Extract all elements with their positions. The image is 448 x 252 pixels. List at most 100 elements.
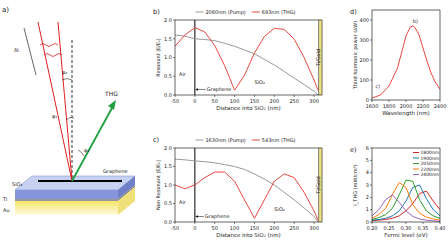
- legend-swatch: [413, 158, 419, 159]
- y-tick: [370, 222, 372, 223]
- legend-swatch: [413, 174, 419, 175]
- y-tick-label: 0.5: [164, 200, 172, 206]
- legend-label: 2050nm: [421, 161, 440, 166]
- panel-label: c): [153, 136, 159, 144]
- series-line: [175, 28, 318, 91]
- legend: 1630nm (Pump)543nm (THG): [195, 137, 295, 144]
- x-tick-label: 2200: [417, 103, 430, 109]
- legend-label: 1900nm: [421, 156, 440, 161]
- y-tick-label: 1.5: [164, 36, 172, 42]
- x-tick-label: 50: [212, 98, 218, 104]
- series-line: [372, 180, 440, 219]
- frame: [372, 10, 440, 100]
- x-tick-label: 0.30: [400, 225, 411, 231]
- chart: 0.200.250.300.350.400123456Fermi level (…: [350, 145, 446, 238]
- figure: a)SiO₂TiAuTHGGrapheneδtφ₁φ₂φ₃-5005010015…: [0, 0, 448, 252]
- annotation: Air: [179, 71, 187, 77]
- y-tick: [370, 40, 372, 41]
- y-tick-label: 0.0: [164, 219, 172, 225]
- y-tick-label: 0: [366, 97, 369, 103]
- y-tick: [173, 203, 175, 204]
- y-tick: [173, 222, 175, 223]
- x-tick-label: 0.40: [434, 225, 445, 231]
- y-axis-label: Third harmonic power (aW): [352, 21, 359, 90]
- annotation: Graphene: [207, 86, 232, 93]
- annotation: Graphene: [205, 213, 230, 220]
- x-tick-label: 200: [270, 225, 280, 231]
- annotation: b): [413, 18, 418, 24]
- y-tick-label: 1: [366, 206, 369, 212]
- series-line: [372, 195, 440, 222]
- y-tick: [370, 185, 372, 186]
- y-tick: [370, 172, 372, 173]
- legend-swatch: [413, 163, 419, 164]
- frame: [175, 148, 322, 222]
- x-tick-label: 1800: [383, 103, 396, 109]
- y-tick: [173, 38, 175, 39]
- thg-arrowhead: [108, 100, 116, 110]
- x-tick-label: 0.35: [417, 225, 428, 231]
- legend-swatch: [252, 140, 260, 141]
- label: δt: [14, 47, 19, 53]
- frame: [372, 148, 440, 222]
- x-tick-label: 50: [212, 225, 218, 231]
- y-tick: [370, 80, 372, 81]
- legend: 1800nm1900nm2050nm2200nm2400nm: [413, 150, 439, 177]
- panel-label: d): [350, 8, 357, 16]
- chart: -500501001502002503000.00.51.01.52.0Dist…: [153, 8, 322, 111]
- y-tick-label: 1.0: [164, 182, 172, 188]
- sio2-top: [15, 176, 135, 190]
- legend-label: 1630nm (Pump): [205, 137, 245, 144]
- plot-area: [372, 180, 440, 221]
- y-tick: [173, 166, 175, 167]
- legend-swatch: [195, 12, 203, 13]
- x-axis-label: Wavelength (nm): [382, 110, 430, 117]
- x-axis-label: Distance into SiO₂ (nm): [216, 105, 281, 111]
- y-tick: [173, 95, 175, 96]
- y-tick-label: 1.5: [164, 163, 172, 169]
- x-tick-label: -50: [171, 225, 179, 231]
- x-tick-label: 0.20: [366, 225, 377, 231]
- y-tick-label: 5: [366, 157, 369, 163]
- y-tick-label: 0.0: [164, 92, 172, 98]
- y-tick-label: 2.0: [164, 17, 172, 23]
- x-axis-label: Fermi level (eV): [384, 232, 427, 238]
- label: Graphene: [103, 168, 128, 175]
- y-tick-label: 6: [366, 145, 369, 151]
- y-tick: [370, 100, 372, 101]
- y-tick-label: 0: [366, 219, 369, 225]
- panel-label: e): [350, 146, 357, 154]
- y-tick: [173, 185, 175, 186]
- y-tick: [173, 57, 175, 58]
- chart: -500501001502002503000.00.51.01.52.0Dist…: [153, 136, 322, 238]
- legend: 2080nm (Pump)693nm (THG): [195, 9, 295, 16]
- x-tick-label: -50: [171, 98, 179, 104]
- x-tick-label: 150: [250, 225, 260, 231]
- y-tick: [370, 197, 372, 198]
- x-tick-label: 100: [230, 98, 240, 104]
- y-tick: [370, 148, 372, 149]
- x-tick-label: 0: [193, 98, 196, 104]
- y-tick-label: 100: [359, 77, 369, 83]
- x-tick-label: 1600: [366, 103, 379, 109]
- legend-swatch: [195, 140, 203, 141]
- series-line: [372, 26, 440, 98]
- x-tick-label: 100: [230, 225, 240, 231]
- label: φ₁: [52, 113, 57, 120]
- legend-label: 2200nm: [421, 167, 440, 172]
- plot-area: [175, 20, 322, 95]
- au-side: [118, 187, 135, 215]
- interface-line: [194, 20, 195, 95]
- x-tick-label: 300: [309, 98, 319, 104]
- pulse: [40, 44, 62, 57]
- diagram: a)SiO₂TiAuTHGGrapheneδtφ₁φ₂φ₃: [2, 6, 135, 215]
- x-tick-label: 0.25: [383, 225, 394, 231]
- x-tick-label: 300: [309, 225, 319, 231]
- annotation: Ti/Gold: [315, 49, 321, 67]
- label: φ₃: [84, 147, 89, 154]
- sio2-front: [15, 190, 118, 199]
- y-tick-label: 3: [366, 182, 369, 188]
- legend-label: 2400nm: [421, 172, 440, 177]
- series-line: [175, 159, 318, 222]
- legend-label: 693nm (THG): [262, 9, 296, 15]
